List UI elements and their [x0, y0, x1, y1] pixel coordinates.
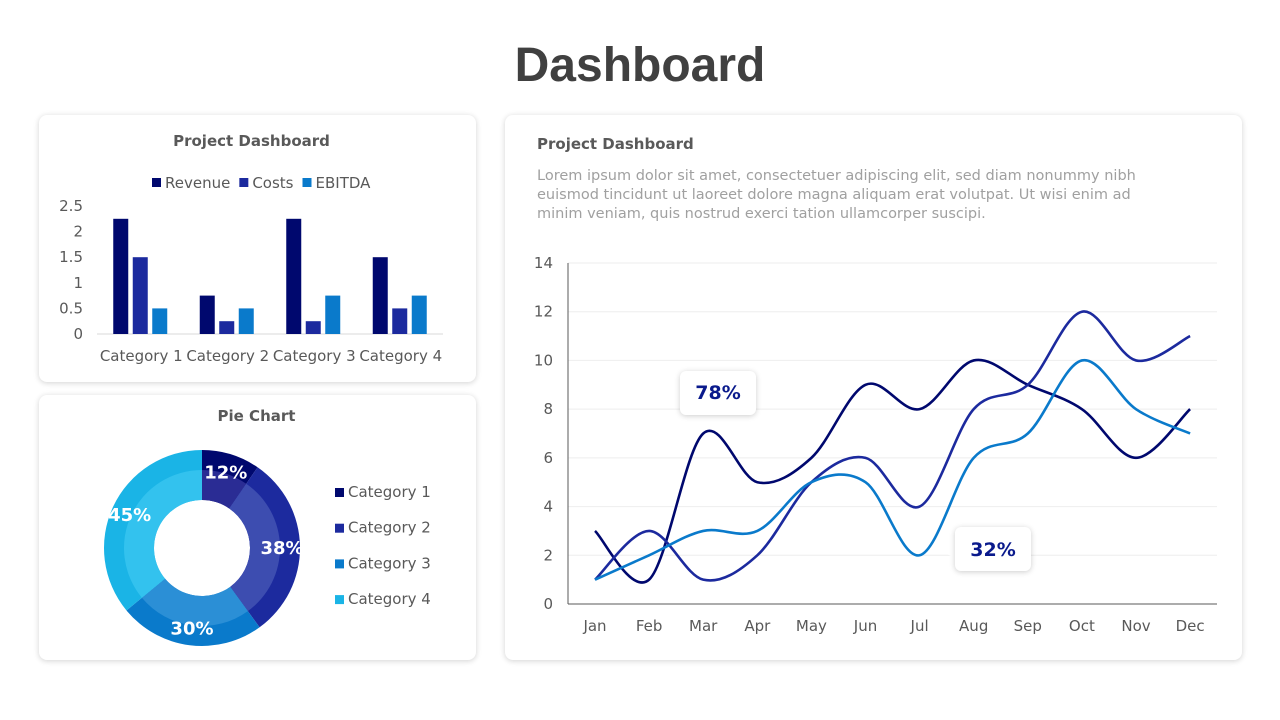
- bar-costs: [219, 321, 235, 334]
- y-tick-label: 2: [73, 223, 83, 241]
- x-tick-label: May: [796, 617, 827, 635]
- legend-label: Category 1: [348, 483, 431, 501]
- line-chart-title: Project Dashboard: [537, 135, 694, 153]
- legend-swatch: [335, 595, 344, 605]
- y-tick-label: 12: [534, 303, 553, 321]
- legend-swatch: [335, 488, 344, 497]
- bar-ebitda: [411, 295, 427, 334]
- donut-slice-inner-4: [123, 470, 202, 598]
- y-tick-label: 1: [73, 274, 83, 292]
- legend-label: Category 4: [348, 590, 431, 608]
- line-series-2: [594, 310, 1191, 582]
- bar-chart-card: Project Dashboard 0 0.5 1 1.5 2 2.5 Category 1…: [39, 115, 476, 382]
- x-tick-label: Category 3: [273, 347, 356, 365]
- callout-text: 32%: [970, 539, 1016, 561]
- pie-chart-card: Pie Chart 12% 38% 30% 45% Category 1 Category…: [39, 395, 476, 660]
- legend-swatch-revenue: [152, 178, 161, 187]
- x-tick-label: Apr: [744, 617, 771, 635]
- bar-revenue: [113, 218, 129, 334]
- y-tick-label: 1.5: [59, 248, 83, 266]
- y-tick-label: 10: [534, 351, 553, 369]
- callout-32: 32%: [955, 527, 1031, 571]
- donut-slice-inner-2: [229, 483, 280, 612]
- line-chart-card: Project Dashboard Lorem ipsum dolor sit …: [505, 115, 1242, 660]
- bar-chart-title: Project Dashboard: [173, 132, 330, 150]
- x-tick-label: Aug: [959, 617, 988, 635]
- bar-costs: [392, 308, 408, 334]
- line-series-3: [594, 359, 1191, 581]
- donut-data-label: 12%: [204, 463, 247, 484]
- y-tick-label: 0: [73, 325, 83, 343]
- bar-ebitda: [325, 295, 341, 334]
- y-tick-label: 4: [543, 498, 553, 516]
- x-tick-label: Dec: [1176, 617, 1205, 635]
- y-tick-label: 14: [534, 254, 553, 272]
- legend-swatch: [335, 523, 344, 533]
- donut-data-label: 38%: [260, 538, 303, 559]
- donut-slice-inner-3: [141, 578, 248, 626]
- legend-swatch-costs: [239, 178, 249, 187]
- callout-78: 78%: [680, 371, 756, 415]
- legend-label: Revenue: [165, 174, 230, 192]
- x-tick-label: Category 2: [186, 347, 269, 365]
- x-tick-label: Nov: [1121, 617, 1150, 635]
- y-tick-label: 2.5: [59, 197, 83, 215]
- legend-label: Category 3: [348, 554, 431, 572]
- x-tick-label: Category 4: [359, 347, 442, 365]
- x-tick-label: Feb: [636, 617, 663, 635]
- callout-pointer: [945, 545, 957, 559]
- x-tick-label: Mar: [689, 617, 718, 635]
- x-tick-label: Category 1: [100, 347, 183, 365]
- bar-ebitda: [152, 308, 168, 334]
- legend-label: Category 2: [348, 519, 431, 537]
- donut-slice-inner-1: [202, 470, 247, 509]
- legend-swatch-ebitda: [302, 178, 312, 187]
- donut-data-label: 30%: [170, 618, 213, 639]
- bar-revenue: [286, 218, 302, 334]
- bar-ebitda: [238, 308, 254, 334]
- bar-costs: [132, 257, 148, 334]
- y-tick-label: 0: [543, 595, 553, 613]
- x-tick-label: Jun: [853, 617, 877, 635]
- page-title: Dashboard: [514, 39, 766, 92]
- bar-costs: [305, 321, 321, 334]
- x-tick-label: Jan: [582, 617, 606, 635]
- legend-swatch: [335, 559, 344, 569]
- pie-chart-title: Pie Chart: [217, 407, 296, 425]
- y-tick-label: 6: [543, 449, 553, 467]
- callout-pointer: [693, 413, 707, 427]
- x-tick-label: Jul: [910, 617, 929, 635]
- x-tick-label: Sep: [1014, 617, 1042, 635]
- pie-chart: 12% 38% 30% 45% Category 1 Category 2 Category…: [104, 450, 431, 646]
- x-tick-label: Oct: [1069, 617, 1095, 635]
- legend-label: Costs: [252, 174, 293, 192]
- donut-data-label: 45%: [108, 505, 151, 526]
- y-tick-label: 2: [543, 546, 553, 564]
- callout-text: 78%: [695, 382, 741, 404]
- line-chart: 0 2 4 6 8 10 12 14 Jan Feb Mar Apr May Jun Jul Aug Sep Oc…: [534, 254, 1217, 635]
- bar-revenue: [372, 257, 388, 334]
- line-series-1: [594, 358, 1192, 584]
- bar-revenue: [199, 295, 215, 334]
- y-tick-label: 8: [543, 400, 553, 418]
- line-chart-description: Lorem ipsum dolor sit amet, consectetuer…: [537, 168, 1136, 222]
- y-tick-label: 0.5: [59, 299, 83, 317]
- legend-label: EBITDA: [316, 174, 372, 192]
